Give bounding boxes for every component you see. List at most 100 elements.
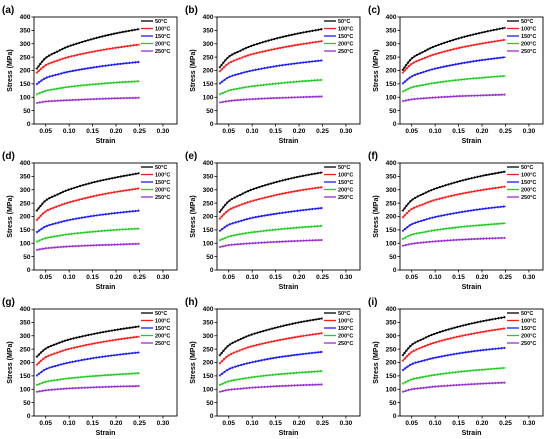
legend-label: 200°C — [338, 42, 353, 48]
panel-label: (i) — [368, 297, 377, 308]
panel-label: (a) — [2, 5, 14, 16]
x-tick-label: 0.05 — [222, 274, 235, 281]
y-tick-label: 400 — [203, 306, 214, 313]
y-tick-label: 400 — [20, 306, 31, 313]
x-tick-label: 0.30 — [340, 420, 353, 427]
x-tick-label: 0.25 — [499, 128, 512, 135]
series-markers-200c — [218, 78, 323, 96]
series-markers-200c — [35, 80, 140, 96]
y-tick-label: 300 — [20, 41, 31, 48]
y-tick-label: 350 — [386, 320, 397, 327]
series-line-150c — [35, 61, 140, 85]
series-line-100c — [35, 335, 140, 366]
x-axis-title: Strain — [462, 284, 482, 291]
series-line-200c — [36, 80, 140, 96]
y-tick-label: 250 — [20, 200, 31, 207]
chart-panel-h: (h) 0 50 100 150 200 250 300 350 400 0.05 0.10 0.15 0… — [185, 297, 361, 437]
legend-label: 200°C — [521, 42, 536, 48]
series-markers-200c — [401, 74, 506, 93]
x-tick-label: 0.30 — [340, 274, 353, 281]
legend-label: 100°C — [155, 27, 170, 33]
chart-panel-f: (f) 0 50 100 150 200 250 300 350 400 0.05 0.10 0.15 0… — [368, 151, 544, 291]
x-tick-label: 0.30 — [523, 274, 536, 281]
x-tick-label: 0.05 — [39, 128, 52, 135]
legend-label: 150°C — [155, 34, 170, 40]
y-tick-label: 0 — [393, 121, 397, 128]
chart-panel-i: (i) 0 50 100 150 200 250 300 350 400 0.05 0.10 0.15 0… — [368, 297, 544, 437]
y-tick-label: 250 — [386, 200, 397, 207]
y-tick-label: 50 — [206, 400, 214, 407]
series-markers-150c — [218, 350, 323, 377]
legend-label: 200°C — [155, 42, 170, 48]
y-tick-label: 150 — [386, 81, 397, 88]
series-line-250c — [402, 381, 506, 393]
x-tick-label: 0.10 — [246, 420, 259, 427]
legend-label: 100°C — [338, 319, 353, 325]
x-tick-label: 0.20 — [476, 420, 489, 427]
series-markers-150c — [401, 205, 506, 233]
y-tick-label: 350 — [203, 28, 214, 35]
y-tick-label: 50 — [23, 108, 31, 115]
y-tick-label: 50 — [206, 108, 214, 115]
series-markers-100c — [401, 38, 506, 74]
series-markers-250c — [402, 236, 506, 247]
x-tick-label: 0.30 — [523, 420, 536, 427]
series-line-50c — [218, 28, 323, 69]
y-axis-title: Stress (MPa) — [190, 341, 197, 383]
series-markers-250c — [36, 384, 140, 394]
legend-label: 100°C — [521, 319, 536, 325]
y-tick-label: 150 — [20, 81, 31, 88]
series-markers-100c — [218, 185, 323, 220]
x-tick-label: 0.05 — [222, 420, 235, 427]
x-tick-label: 0.05 — [405, 274, 418, 281]
x-tick-label: 0.15 — [269, 420, 282, 427]
series-line-50c — [218, 171, 323, 213]
legend-label: 100°C — [521, 27, 536, 33]
series-markers-100c — [401, 185, 506, 219]
y-tick-label: 50 — [389, 108, 397, 115]
series-line-50c — [218, 317, 323, 357]
series-line-150c — [35, 351, 140, 377]
legend-label: 150°C — [338, 34, 353, 40]
legend-label: 150°C — [155, 180, 170, 186]
x-axis-title: Strain — [279, 430, 299, 437]
x-tick-label: 0.15 — [452, 420, 465, 427]
series-line-100c — [401, 327, 506, 362]
legend-label: 250°C — [338, 49, 353, 55]
series-markers-200c — [401, 222, 506, 241]
y-axis-title: Stress (MPa) — [373, 49, 380, 91]
legend-label: 200°C — [521, 334, 536, 340]
series-markers-200c — [35, 372, 140, 387]
x-tick-label: 0.20 — [293, 274, 306, 281]
legend-label: 250°C — [521, 341, 536, 347]
x-tick-label: 0.10 — [63, 420, 76, 427]
plot-frame — [399, 308, 544, 417]
series-markers-200c — [218, 369, 323, 387]
series-line-200c — [219, 370, 323, 386]
y-tick-label: 100 — [203, 94, 214, 101]
legend-label: 50°C — [338, 311, 350, 317]
y-tick-label: 0 — [210, 413, 214, 420]
x-tick-label: 0.05 — [405, 128, 418, 135]
x-tick-label: 0.25 — [133, 420, 146, 427]
y-tick-label: 300 — [203, 187, 214, 194]
y-tick-label: 350 — [203, 320, 214, 327]
legend-label: 200°C — [338, 334, 353, 340]
legend-label: 50°C — [155, 311, 167, 317]
x-tick-label: 0.10 — [429, 274, 442, 281]
x-axis-title: Strain — [96, 430, 116, 437]
y-tick-label: 0 — [27, 267, 31, 274]
legend-label: 50°C — [338, 165, 350, 171]
series-markers-250c — [219, 238, 323, 249]
x-tick-label: 0.20 — [293, 128, 306, 135]
y-tick-label: 0 — [210, 267, 214, 274]
x-tick-label: 0.25 — [133, 274, 146, 281]
y-axis-title: Stress (MPa) — [190, 195, 197, 237]
x-axis-title: Strain — [96, 138, 116, 145]
y-tick-label: 350 — [386, 174, 397, 181]
